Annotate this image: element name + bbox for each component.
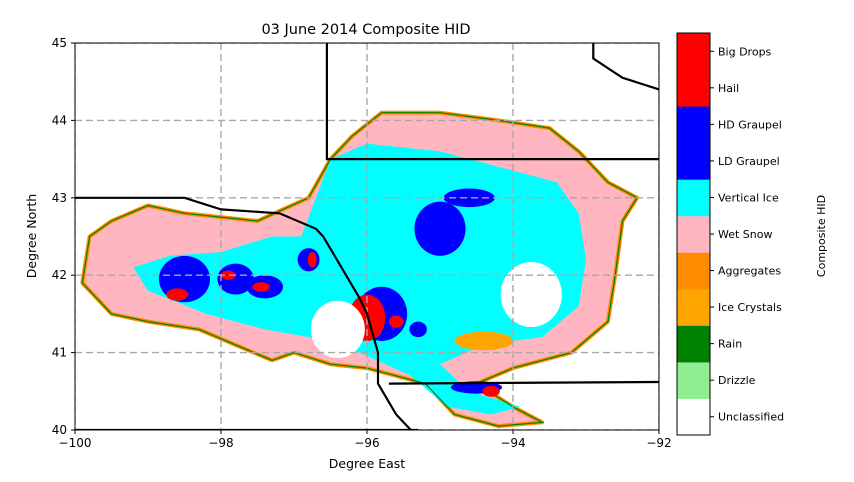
cell-hail — [252, 282, 270, 292]
y-tick-label: 44 — [52, 113, 67, 127]
colorbar-swatch — [677, 106, 710, 144]
cell-hail — [388, 315, 404, 328]
y-axis-ticks: 40 41 42 43 44 45 — [52, 36, 75, 437]
cell-hail — [166, 288, 189, 301]
colorbar-swatch — [677, 288, 710, 326]
colorbar-frame — [676, 32, 711, 436]
radar-cone-of-silence — [310, 300, 365, 359]
x-axis-label: Degree East — [329, 456, 406, 471]
colorbar-label: Wet Snow — [718, 228, 773, 241]
region-rain-rim — [81, 112, 638, 427]
y-axis-label: Degree North — [24, 194, 39, 278]
colorbar-label: HD Graupel — [718, 118, 782, 131]
x-tick-label: −92 — [646, 436, 671, 450]
y-tick-label: 45 — [52, 36, 67, 50]
x-axis-ticks: −100 −98 −96 −94 −92 — [59, 430, 672, 450]
cell-ld-graupel — [443, 188, 495, 208]
colorbar-label: Big Drops — [718, 45, 772, 58]
chart-title: 03 June 2014 Composite HID — [261, 22, 470, 38]
cell-ld-graupel — [409, 321, 427, 338]
state-boundary-line — [388, 380, 659, 385]
colorbar-swatch — [677, 361, 710, 399]
colorbar-label: Unclassified — [718, 411, 784, 424]
colorbar-swatch — [677, 398, 710, 436]
hid-field — [80, 110, 640, 429]
colorbar-title: Composite HID — [815, 195, 828, 277]
colorbar-swatch — [677, 33, 710, 71]
state-boundaries — [75, 43, 659, 430]
radar-cone-of-silence — [500, 262, 562, 328]
state-boundary-line — [325, 43, 659, 161]
grid-lines — [75, 43, 659, 430]
colorbar-label: LD Graupel — [718, 155, 780, 168]
cell-hail — [482, 385, 500, 397]
y-tick-label: 43 — [52, 191, 67, 205]
y-tick-label: 41 — [52, 346, 67, 360]
colorbar-label: Hail — [718, 82, 739, 95]
cell-hail — [307, 251, 317, 268]
colorbar: Unclassified Drizzle Rain Ice Crystals Aggre… — [676, 32, 784, 436]
colorbar-label: Drizzle — [718, 374, 756, 387]
x-tick-label: −100 — [59, 436, 92, 450]
x-tick-label: −98 — [208, 436, 233, 450]
x-tick-label: −94 — [500, 436, 525, 450]
colorbar-swatch — [677, 325, 710, 363]
state-boundary-line — [75, 196, 412, 430]
colorbar-swatch — [677, 252, 710, 290]
y-tick-label: 42 — [52, 268, 67, 282]
colorbar-swatch — [677, 69, 710, 107]
colorbar-label: Ice Crystals — [718, 301, 782, 314]
colorbar-label: Vertical Ice — [718, 191, 779, 204]
cell-ice-crystals — [454, 331, 513, 351]
colorbar-swatch — [677, 215, 710, 253]
y-tick-label: 40 — [52, 423, 67, 437]
colorbar-label: Aggregates — [718, 265, 781, 278]
cell-hail — [221, 270, 236, 280]
cell-ld-graupel — [414, 201, 466, 256]
x-tick-label: −96 — [354, 436, 379, 450]
colorbar-swatch — [677, 142, 710, 180]
colorbar-swatch — [677, 179, 710, 217]
state-boundary-line — [592, 43, 659, 91]
colorbar-label: Rain — [718, 338, 742, 351]
